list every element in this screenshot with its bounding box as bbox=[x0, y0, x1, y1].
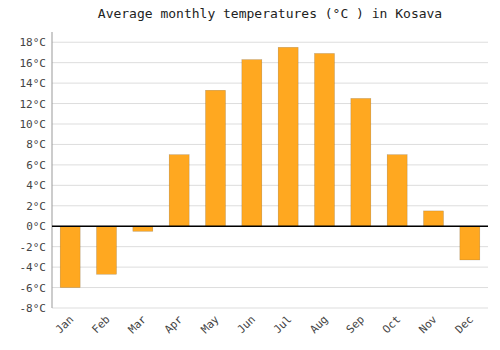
zero-line bbox=[52, 225, 488, 227]
bar bbox=[351, 98, 371, 226]
y-axis-line bbox=[52, 32, 53, 308]
y-tick-label: 4°C bbox=[26, 179, 46, 192]
bar bbox=[424, 211, 444, 226]
x-tick-label: Aug bbox=[307, 313, 330, 336]
chart: Average monthly temperatures (°C ) in Ko… bbox=[0, 0, 500, 350]
grid-line bbox=[52, 308, 488, 309]
grid-line bbox=[52, 185, 488, 186]
x-tick-label: May bbox=[198, 313, 222, 337]
y-tick-label: -2°C bbox=[20, 241, 47, 254]
x-tick-label: Dec bbox=[453, 313, 476, 336]
x-tick-label: Jun bbox=[235, 313, 258, 336]
x-tick-label: Nov bbox=[416, 313, 440, 337]
x-tick-label: Jul bbox=[271, 313, 294, 336]
y-tick-label: 12°C bbox=[20, 98, 47, 111]
x-tick-label: Mar bbox=[126, 313, 150, 337]
chart-container: Average monthly temperatures (°C ) in Ko… bbox=[0, 0, 500, 350]
y-tick-label: -6°C bbox=[20, 282, 47, 295]
y-tick-label: -4°C bbox=[20, 261, 47, 274]
y-tick-label: 16°C bbox=[20, 57, 47, 70]
grid bbox=[52, 42, 488, 308]
y-tick-label: 2°C bbox=[26, 200, 46, 213]
bar bbox=[169, 155, 189, 227]
title: Average monthly temperatures (°C ) in Ko… bbox=[98, 6, 442, 21]
x-tick-label: Sep bbox=[344, 313, 367, 336]
y-tick-label: 14°C bbox=[20, 77, 47, 90]
y-tick-label: 10°C bbox=[20, 118, 47, 131]
bar bbox=[387, 155, 407, 227]
grid-line bbox=[52, 103, 488, 104]
grid-line bbox=[52, 42, 488, 43]
y-tick-label: 0°C bbox=[26, 220, 46, 233]
grid-line bbox=[52, 124, 488, 125]
x-tick-label: Apr bbox=[162, 313, 186, 337]
bar bbox=[97, 226, 117, 274]
grid-line bbox=[52, 144, 488, 145]
grid-line bbox=[52, 83, 488, 84]
bar bbox=[206, 90, 226, 226]
x-tick-label: Feb bbox=[89, 313, 112, 336]
bar bbox=[315, 53, 335, 226]
bar bbox=[460, 226, 480, 260]
bar bbox=[242, 60, 262, 227]
grid-line bbox=[52, 205, 488, 206]
grid-line bbox=[52, 246, 488, 247]
grid-line bbox=[52, 287, 488, 288]
y-tick-label: -8°C bbox=[20, 302, 47, 315]
y-tick-label: 6°C bbox=[26, 159, 46, 172]
grid-line bbox=[52, 164, 488, 165]
x-tick-label: Jan bbox=[53, 313, 76, 336]
bar bbox=[60, 226, 80, 287]
y-tick-label: 8°C bbox=[26, 138, 46, 151]
grid-line bbox=[52, 267, 488, 268]
grid-line bbox=[52, 226, 488, 227]
bar bbox=[133, 226, 153, 231]
x-tick-label: Oct bbox=[380, 313, 403, 336]
grid-line bbox=[52, 62, 488, 63]
bar bbox=[278, 47, 298, 226]
bars bbox=[60, 47, 480, 287]
y-tick-label: 18°C bbox=[20, 36, 47, 49]
